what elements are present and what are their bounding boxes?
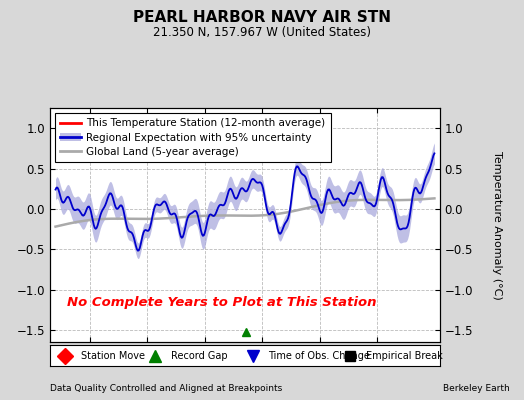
Text: 21.350 N, 157.967 W (United States): 21.350 N, 157.967 W (United States) <box>153 26 371 39</box>
Y-axis label: Temperature Anomaly (°C): Temperature Anomaly (°C) <box>492 151 503 299</box>
Legend: This Temperature Station (12-month average), Regional Expectation with 95% uncer: This Temperature Station (12-month avera… <box>55 113 331 162</box>
Text: Empirical Break: Empirical Break <box>366 350 443 361</box>
Text: Station Move: Station Move <box>81 350 145 361</box>
Text: PEARL HARBOR NAVY AIR STN: PEARL HARBOR NAVY AIR STN <box>133 10 391 25</box>
Text: Record Gap: Record Gap <box>171 350 227 361</box>
Text: Time of Obs. Change: Time of Obs. Change <box>268 350 370 361</box>
Text: Data Quality Controlled and Aligned at Breakpoints: Data Quality Controlled and Aligned at B… <box>50 384 282 393</box>
Text: No Complete Years to Plot at This Station: No Complete Years to Plot at This Statio… <box>67 296 377 309</box>
Text: Berkeley Earth: Berkeley Earth <box>443 384 509 393</box>
